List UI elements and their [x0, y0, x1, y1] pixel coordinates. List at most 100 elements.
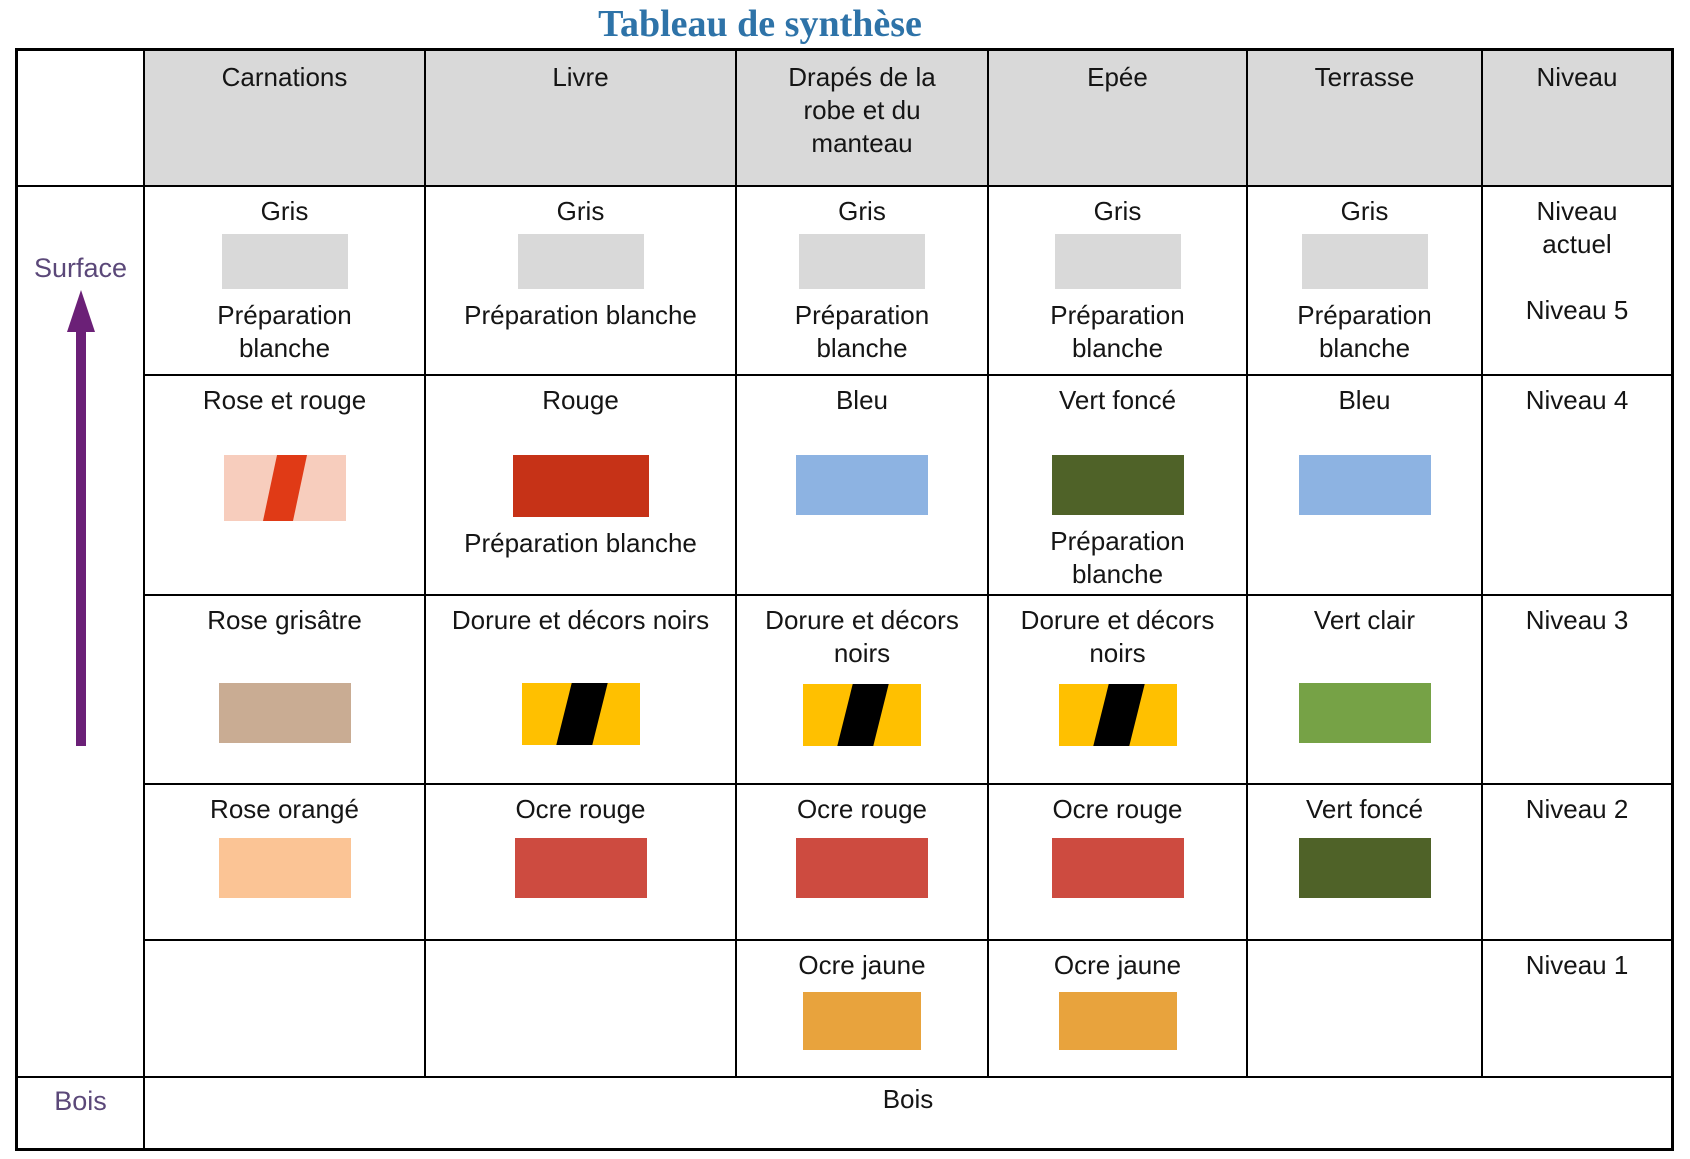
column-header-carnations: Carnations [145, 51, 426, 187]
bleu-swatch [1298, 455, 1431, 515]
rose-et-rouge-swatch [223, 455, 346, 521]
layer-sublabel: Préparation blanche [217, 300, 352, 363]
cell-livre-niveau1-empty [426, 941, 737, 1078]
vert-clair-swatch [1298, 683, 1431, 743]
cell-drapes-niveau2: Ocre rouge [737, 785, 989, 941]
cell-livre-niveau3: Dorure et décors noirs [426, 596, 737, 785]
layer-label: Ocre jaune [798, 950, 926, 980]
cell-terrasse-niveau1-empty [1248, 941, 1483, 1078]
rouge-diagonal-band [260, 455, 309, 521]
layer-label: Vert foncé [1058, 385, 1177, 415]
layer-label: Gris [1340, 196, 1389, 226]
vert-fonce-swatch [1298, 838, 1431, 898]
bleu-swatch [796, 455, 928, 515]
cell-epee-niveau4: Vert foncé Préparation blanche [989, 376, 1248, 596]
layer-label: Dorure et décors noirs [765, 605, 959, 668]
cell-niveau-1: Niveau 1 [1483, 941, 1671, 1078]
layer-sublabel: Préparation blanche [464, 528, 697, 558]
synthesis-table: Carnations Livre Drapés de la robe et du… [15, 48, 1674, 1151]
vert-fonce-swatch [1051, 455, 1184, 515]
column-header-epee: Epée [989, 51, 1248, 187]
dorure-swatch [521, 683, 640, 745]
cell-epee-niveau3: Dorure et décors noirs [989, 596, 1248, 785]
cell-carnations-niveau2: Rose orangé [145, 785, 426, 941]
page-title: Tableau de synthèse [598, 3, 922, 45]
rose-grisatre-swatch [218, 683, 351, 743]
level-label: Niveau 4 [1525, 385, 1629, 415]
cell-carnations-niveau4: Rose et rouge [145, 376, 426, 596]
cell-drapes-niveau4: Bleu [737, 376, 989, 596]
cell-livre-niveau4: Rouge Préparation blanche [426, 376, 737, 596]
layer-label: Bleu [835, 385, 889, 415]
layer-sublabel: Préparation blanche [464, 300, 697, 330]
layer-label: Gris [556, 196, 605, 226]
column-header-livre: Livre [426, 51, 737, 187]
layer-label: Gris [1093, 196, 1142, 226]
layer-label: Rose orangé [210, 794, 359, 824]
layer-label: Ocre rouge [1052, 794, 1183, 824]
dorure-swatch [1058, 684, 1177, 746]
cell-drapes-niveau3: Dorure et décors noirs [737, 596, 989, 785]
cell-terrasse-niveau5: Gris Préparation blanche [1248, 187, 1483, 376]
cell-niveau-4: Niveau 4 [1483, 376, 1671, 596]
gris-swatch [517, 234, 644, 289]
column-header-empty [18, 51, 145, 187]
cell-terrasse-niveau2: Vert foncé [1248, 785, 1483, 941]
gris-swatch [1301, 234, 1428, 289]
noir-diagonal-band [553, 683, 610, 745]
cell-terrasse-niveau3: Vert clair [1248, 596, 1483, 785]
cell-drapes-niveau1: Ocre jaune [737, 941, 989, 1078]
surface-up-arrow-icon [66, 290, 95, 746]
cell-carnations-niveau5: Gris Préparation blanche [145, 187, 426, 376]
cell-carnations-niveau3: Rose grisâtre [145, 596, 426, 785]
layer-sublabel: Préparation blanche [1297, 300, 1432, 363]
cell-drapes-niveau5: Gris Préparation blanche [737, 187, 989, 376]
rouge-swatch [512, 455, 649, 517]
ocre-rouge-swatch [796, 838, 928, 898]
rose-orange-swatch [218, 838, 351, 898]
level-label: Niveau 1 [1525, 950, 1629, 980]
cell-carnations-niveau1-empty [145, 941, 426, 1078]
cell-livre-niveau2: Ocre rouge [426, 785, 737, 941]
layer-label: Dorure et décors noirs [451, 605, 710, 635]
cell-epee-niveau2: Ocre rouge [989, 785, 1248, 941]
cell-epee-niveau1: Ocre jaune [989, 941, 1248, 1078]
cell-livre-niveau5: Gris Préparation blanche [426, 187, 737, 376]
gris-swatch [221, 234, 348, 289]
gris-swatch [799, 234, 925, 289]
bois-side-cell: Bois [18, 1078, 145, 1148]
level-label: Niveau actuel Niveau 5 [1525, 196, 1629, 325]
layer-label: Rouge [542, 385, 619, 415]
level-label: Niveau 2 [1525, 794, 1629, 824]
layer-label: Ocre jaune [1053, 950, 1182, 980]
layer-label: Gris [838, 196, 886, 226]
layer-sublabel: Préparation blanche [1050, 526, 1185, 589]
bois-merged-cell: Bois [882, 1084, 934, 1114]
cell-niveau-5: Niveau actuel Niveau 5 [1483, 187, 1671, 376]
gris-swatch [1054, 234, 1181, 289]
dorure-swatch [803, 684, 921, 746]
ocre-rouge-swatch [1051, 838, 1184, 898]
column-header-drapes: Drapés de la robe et du manteau [737, 51, 989, 187]
layer-label: Bleu [1338, 385, 1391, 415]
surface-side-cell: Surface [18, 187, 145, 1078]
cell-terrasse-niveau4: Bleu [1248, 376, 1483, 596]
noir-diagonal-band [1090, 684, 1147, 746]
ocre-jaune-swatch [803, 992, 921, 1050]
surface-label: Surface [33, 253, 128, 283]
column-header-terrasse: Terrasse [1248, 51, 1483, 187]
layer-label: Ocre rouge [796, 794, 928, 824]
column-header-niveau: Niveau [1483, 51, 1671, 187]
layer-sublabel: Préparation blanche [794, 300, 930, 363]
cell-niveau-3: Niveau 3 [1483, 596, 1671, 785]
layer-sublabel: Préparation blanche [1050, 300, 1185, 363]
noir-diagonal-band [835, 684, 891, 746]
layer-label: Vert clair [1313, 605, 1416, 635]
cell-niveau-2: Niveau 2 [1483, 785, 1671, 941]
layer-label: Vert foncé [1305, 794, 1424, 824]
layer-label: Gris [260, 196, 309, 226]
layer-label: Rose grisâtre [207, 605, 362, 635]
layer-label: Dorure et décors noirs [1020, 605, 1215, 668]
layer-label: Rose et rouge [202, 385, 367, 415]
cell-epee-niveau5: Gris Préparation blanche [989, 187, 1248, 376]
